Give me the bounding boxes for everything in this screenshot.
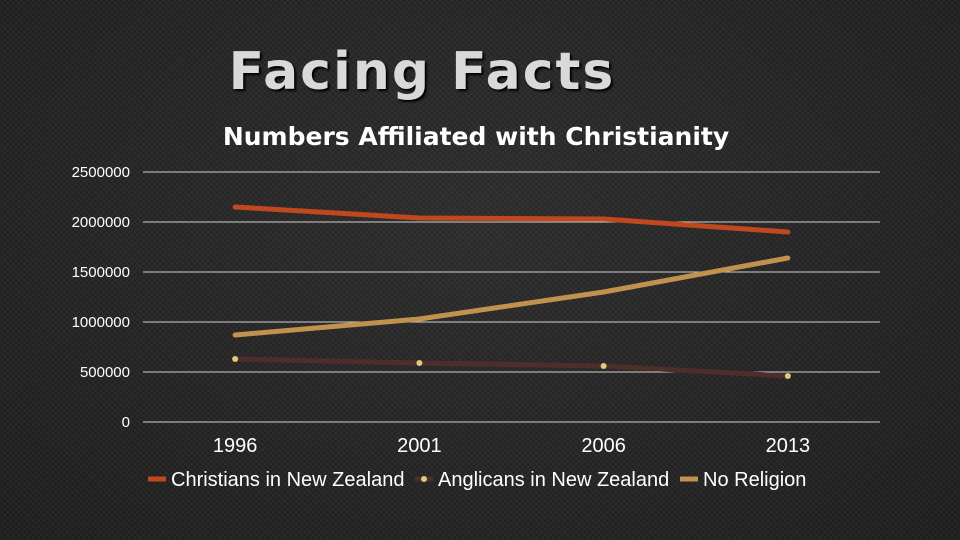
legend-marker — [421, 476, 427, 482]
slide-title: Facing Facts — [228, 42, 616, 102]
legend-label: Anglicans in New Zealand — [438, 469, 669, 491]
x-tick-label: 2001 — [397, 435, 442, 457]
y-tick-label: 1000000 — [72, 314, 130, 331]
series-point — [232, 356, 239, 362]
y-axis-ticks: 0 500000 1000000 1500000 2000000 2500000 — [72, 164, 130, 431]
y-tick-label: 1500000 — [72, 264, 130, 281]
gridlines — [143, 171, 880, 423]
x-tick-label: 2006 — [581, 435, 626, 457]
series-lines — [232, 204, 791, 379]
legend-label: Christians in New Zealand — [171, 469, 404, 491]
series-line-0 — [232, 204, 791, 235]
series-point — [416, 360, 423, 366]
series-point — [600, 363, 607, 369]
y-tick-label: 0 — [122, 414, 130, 431]
chart-title: Numbers Affiliated with Christianity — [222, 122, 730, 151]
legend: Christians in New Zealand Anglicans in Ne… — [148, 469, 806, 491]
y-tick-label: 500000 — [80, 364, 130, 381]
x-tick-label: 2013 — [766, 435, 811, 457]
legend-label: No Religion — [703, 469, 806, 491]
y-tick-label: 2000000 — [72, 214, 130, 231]
series-line-2 — [232, 255, 791, 338]
x-tick-label: 1996 — [213, 435, 258, 457]
x-axis-ticks: 1996 2001 2006 2013 — [213, 435, 810, 457]
y-tick-label: 2500000 — [72, 164, 130, 181]
series-line-1 — [232, 356, 791, 379]
series-point — [784, 373, 791, 379]
